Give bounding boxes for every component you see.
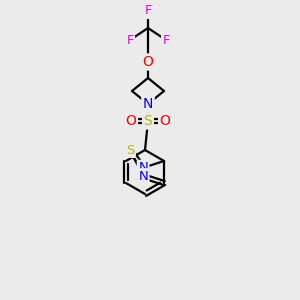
Text: O: O	[126, 114, 136, 128]
Text: O: O	[160, 114, 170, 128]
Text: O: O	[142, 55, 153, 69]
Text: F: F	[162, 34, 169, 46]
Text: F: F	[126, 34, 134, 46]
Text: N: N	[138, 170, 148, 183]
Text: S: S	[144, 114, 152, 128]
Text: N: N	[138, 161, 148, 174]
Text: N: N	[143, 97, 153, 111]
Text: F: F	[144, 4, 152, 17]
Text: S: S	[126, 143, 134, 157]
